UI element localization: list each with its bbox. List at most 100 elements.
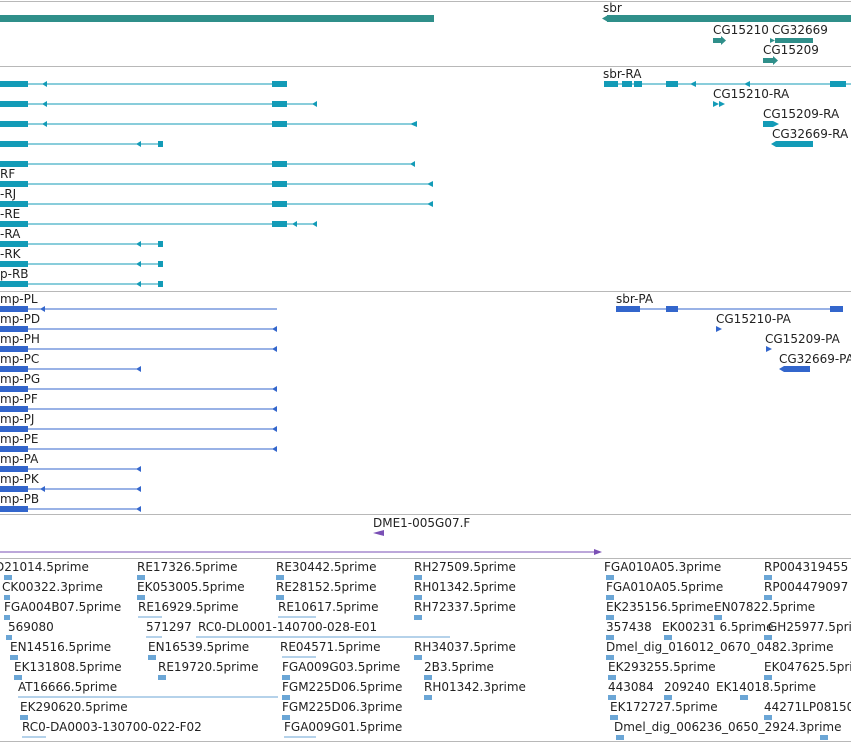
est-label[interactable]: RH01342.3prime: [424, 680, 526, 694]
est-feature[interactable]: [616, 735, 624, 740]
est-feature[interactable]: [137, 575, 145, 580]
gene-bar-sbr[interactable]: [607, 15, 851, 22]
est-label[interactable]: EK131808.5prime: [14, 660, 122, 674]
transcript-row[interactable]: [0, 161, 415, 167]
est-label[interactable]: RC0-DL0001-140700-028-E01: [198, 620, 377, 634]
est-label[interactable]: EK235156.5prime: [606, 600, 714, 614]
est-label[interactable]: RE28152.5prime: [276, 580, 377, 594]
transcript-label[interactable]: CG15209-RA: [763, 107, 840, 121]
transcript-label[interactable]: -RA: [0, 227, 21, 241]
est-label[interactable]: RH34037.5prime: [414, 640, 516, 654]
est-label[interactable]: EK290620.5prime: [20, 700, 128, 714]
est-label[interactable]: FGM225D06.5prime: [282, 680, 402, 694]
est-feature[interactable]: [608, 675, 616, 680]
protein-label[interactable]: mp-PL: [0, 292, 38, 306]
est-label[interactable]: FGA010A05.3prime: [604, 560, 721, 574]
est-feature[interactable]: [606, 635, 614, 640]
transcript-label[interactable]: RF: [0, 167, 15, 181]
protein-label[interactable]: mp-PA: [0, 452, 39, 466]
est-label[interactable]: Dmel_dig_016012_0670_0482.3prime: [606, 640, 834, 654]
est-feature[interactable]: [276, 575, 284, 580]
est-feature[interactable]: [764, 595, 772, 600]
gene-label-cg15210[interactable]: CG15210: [713, 23, 769, 37]
protein-label[interactable]: sbr-PA: [616, 292, 654, 306]
est-feature[interactable]: [6, 635, 12, 640]
est-feature[interactable]: [740, 695, 748, 700]
est-label[interactable]: 569080: [8, 620, 54, 634]
est-label[interactable]: 357438: [606, 620, 652, 634]
protein-label[interactable]: mp-PK: [0, 472, 40, 486]
est-feature[interactable]: [606, 655, 614, 660]
est-feature[interactable]: [4, 615, 10, 620]
est-label[interactable]: RP004319455: [764, 560, 848, 574]
est-feature[interactable]: [424, 675, 432, 680]
protein-label[interactable]: mp-PE: [0, 432, 38, 446]
gene-label-cg32669[interactable]: CG32669: [772, 23, 828, 37]
protein-row[interactable]: [0, 306, 277, 312]
est-feature[interactable]: [4, 575, 12, 580]
gene-bar-cg15210[interactable]: [713, 38, 721, 43]
est-feature[interactable]: [414, 615, 422, 620]
est-feature[interactable]: [664, 635, 672, 640]
est-feature[interactable]: [14, 675, 22, 680]
est-feature[interactable]: [158, 675, 166, 680]
protein-row[interactable]: [0, 446, 277, 452]
est-label[interactable]: RH27509.5prime: [414, 560, 516, 574]
protein-row[interactable]: [0, 426, 277, 432]
est-label[interactable]: GH25977.5prime: [768, 620, 851, 634]
est-label[interactable]: RC0-DA0003-130700-022-F02: [22, 720, 202, 734]
est-feature[interactable]: [664, 695, 672, 700]
est-label[interactable]: RP004479097: [764, 580, 848, 594]
transcript-label[interactable]: CG32669-RA: [772, 127, 849, 141]
est-label[interactable]: RE17326.5prime: [137, 560, 238, 574]
est-label[interactable]: RE04571.5prime: [280, 640, 381, 654]
gene-bar-cg32669[interactable]: [775, 38, 813, 43]
est-label[interactable]: EN14516.5prime: [10, 640, 111, 654]
est-feature[interactable]: [764, 715, 772, 720]
est-label[interactable]: RE30442.5prime: [276, 560, 377, 574]
est-label[interactable]: FGA004B07.5prime: [4, 600, 121, 614]
transcript-row[interactable]: [0, 81, 287, 87]
protein-row[interactable]: [0, 506, 141, 512]
protein-label[interactable]: mp-PD: [0, 312, 40, 326]
est-feature[interactable]: [282, 715, 290, 720]
est-label[interactable]: 443084: [608, 680, 654, 694]
est-label[interactable]: 2B3.5prime: [424, 660, 494, 674]
est-feature[interactable]: [414, 575, 422, 580]
est-label[interactable]: 209240: [664, 680, 710, 694]
protein-label[interactable]: mp-PG: [0, 372, 40, 386]
est-label[interactable]: EK293255.5prime: [608, 660, 716, 674]
est-label[interactable]: CK00322.3prime: [2, 580, 103, 594]
est-label[interactable]: EN07822.5prime: [714, 600, 815, 614]
est-label[interactable]: EK053005.5prime: [137, 580, 245, 594]
est-label[interactable]: EN16539.5prime: [148, 640, 249, 654]
est-feature[interactable]: [424, 695, 432, 700]
est-feature[interactable]: [148, 655, 156, 660]
est-feature[interactable]: [20, 715, 28, 720]
transcript-sbr-ra[interactable]: [604, 81, 851, 87]
protein-cg15209-pa[interactable]: [766, 346, 772, 352]
est-feature[interactable]: [282, 675, 290, 680]
protein-label[interactable]: CG15209-PA: [765, 332, 841, 346]
est-label[interactable]: RE10617.5prime: [278, 600, 379, 614]
est-label[interactable]: 571297: [146, 620, 192, 634]
clone-end-marker[interactable]: [594, 549, 602, 555]
transcript-label[interactable]: -RK: [0, 247, 22, 261]
protein-label[interactable]: mp-PC: [0, 352, 39, 366]
transcript-row[interactable]: [0, 201, 433, 207]
est-feature[interactable]: [10, 655, 18, 660]
transcript-row[interactable]: [0, 101, 317, 107]
est-label[interactable]: EK00231 6.5prime: [662, 620, 773, 634]
transcript-cg15209-ra[interactable]: [763, 121, 779, 127]
protein-row[interactable]: [0, 346, 277, 352]
est-feature[interactable]: [764, 635, 772, 640]
est-feature[interactable]: [610, 715, 618, 720]
protein-label[interactable]: mp-PH: [0, 332, 40, 346]
protein-row[interactable]: [0, 326, 277, 332]
transcript-row[interactable]: [0, 241, 163, 247]
est-feature[interactable]: [608, 695, 616, 700]
est-feature[interactable]: [606, 575, 614, 580]
protein-row[interactable]: [0, 366, 141, 372]
est-feature[interactable]: [714, 615, 722, 620]
est-label[interactable]: AT16666.5prime: [18, 680, 117, 694]
